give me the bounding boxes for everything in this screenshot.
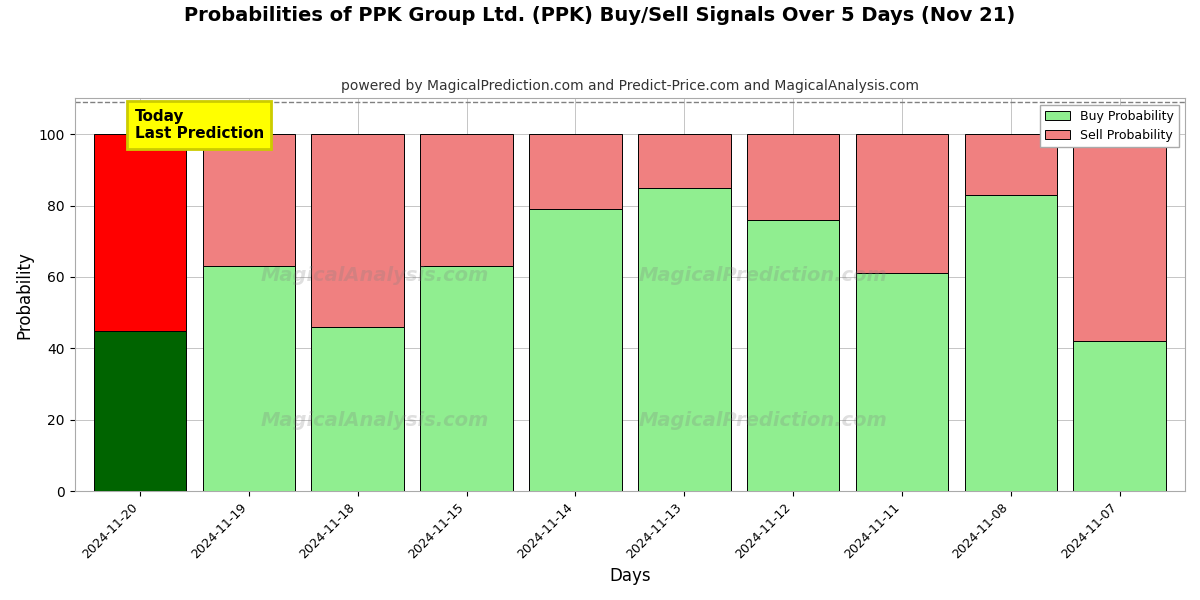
- Bar: [746, 220, 839, 491]
- Bar: [638, 188, 731, 491]
- Bar: [529, 209, 622, 491]
- Bar: [638, 134, 731, 188]
- Bar: [312, 134, 404, 327]
- Bar: [1074, 341, 1166, 491]
- Bar: [856, 274, 948, 491]
- Bar: [94, 134, 186, 331]
- Legend: Buy Probability, Sell Probability: Buy Probability, Sell Probability: [1040, 104, 1178, 147]
- Text: MagicalAnalysis.com: MagicalAnalysis.com: [260, 266, 488, 284]
- Bar: [965, 134, 1057, 195]
- Bar: [529, 134, 622, 209]
- Bar: [965, 195, 1057, 491]
- Y-axis label: Probability: Probability: [16, 251, 34, 339]
- Bar: [746, 134, 839, 220]
- X-axis label: Days: Days: [610, 567, 650, 585]
- Bar: [203, 134, 295, 266]
- Bar: [203, 266, 295, 491]
- Text: MagicalAnalysis.com: MagicalAnalysis.com: [260, 411, 488, 430]
- Text: MagicalPrediction.com: MagicalPrediction.com: [638, 266, 888, 284]
- Bar: [856, 134, 948, 274]
- Bar: [420, 134, 512, 266]
- Text: Probabilities of PPK Group Ltd. (PPK) Buy/Sell Signals Over 5 Days (Nov 21): Probabilities of PPK Group Ltd. (PPK) Bu…: [185, 6, 1015, 25]
- Title: powered by MagicalPrediction.com and Predict-Price.com and MagicalAnalysis.com: powered by MagicalPrediction.com and Pre…: [341, 79, 919, 93]
- Bar: [94, 331, 186, 491]
- Text: MagicalPrediction.com: MagicalPrediction.com: [638, 411, 888, 430]
- Bar: [1074, 134, 1166, 341]
- Text: Today
Last Prediction: Today Last Prediction: [134, 109, 264, 142]
- Bar: [312, 327, 404, 491]
- Bar: [420, 266, 512, 491]
